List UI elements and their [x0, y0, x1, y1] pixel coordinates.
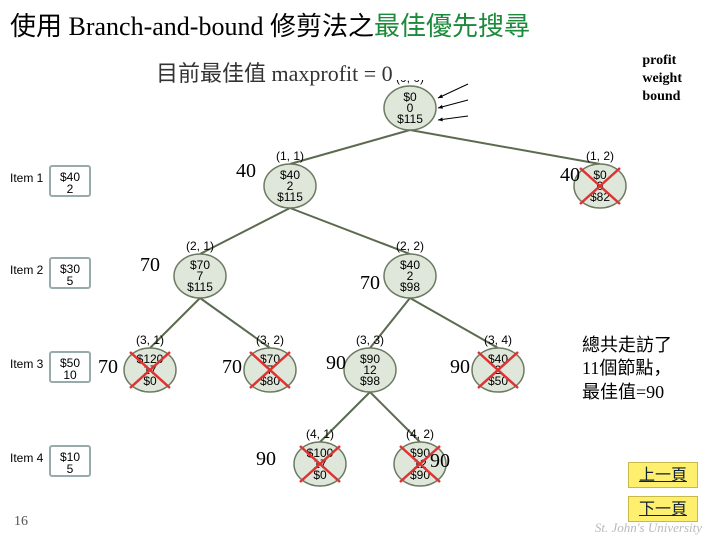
title-green: 最佳優先搜尋	[374, 12, 530, 41]
branch-bound-tree: Item 1$402Item 2$305Item 3$5010Item 4$10…	[10, 80, 710, 510]
overlay-value: 70	[222, 356, 242, 379]
svg-text:(4, 2): (4, 2)	[406, 427, 434, 441]
page-title: 使用 Branch-and-bound 修剪法之最佳優先搜尋	[10, 6, 530, 43]
next-button[interactable]: 下一頁	[628, 496, 698, 522]
overlay-value: 70	[360, 272, 380, 295]
overlay-value: 40	[560, 164, 580, 187]
note-l2: 11個節點，	[582, 357, 704, 380]
footer-brand: St. John's University	[595, 520, 702, 536]
overlay-value: 90	[256, 448, 276, 471]
svg-text:Item 3: Item 3	[10, 357, 44, 371]
svg-text:(3, 3): (3, 3)	[356, 333, 384, 347]
svg-text:$115: $115	[187, 280, 213, 294]
svg-text:10: 10	[63, 368, 77, 382]
svg-text:(2, 1): (2, 1)	[186, 239, 214, 253]
page-number: 16	[14, 514, 28, 530]
svg-text:5: 5	[67, 274, 74, 288]
summary-note: 總共走訪了 11個節點， 最佳值=90	[582, 334, 704, 404]
svg-text:(2, 2): (2, 2)	[396, 239, 424, 253]
tree-node: (3, 4)$402$50	[472, 333, 524, 392]
tree-node: (2, 1)$707$115	[174, 239, 226, 298]
note-l3: 最佳值=90	[582, 381, 704, 404]
svg-text:(3, 1): (3, 1)	[136, 333, 164, 347]
overlay-value: 70	[140, 254, 160, 277]
svg-text:(0, 0): (0, 0)	[396, 80, 424, 85]
svg-text:5: 5	[67, 462, 74, 476]
tree-node: (1, 2)$00$82	[574, 149, 626, 208]
overlay-value: 90	[450, 356, 470, 379]
svg-text:$115: $115	[277, 190, 303, 204]
svg-text:$0: $0	[313, 468, 327, 482]
svg-text:(1, 1): (1, 1)	[276, 149, 304, 163]
svg-text:$0: $0	[143, 374, 157, 388]
tree-node: (3, 3)$9012$98	[344, 333, 396, 392]
overlay-value: 70	[98, 356, 118, 379]
title-algo: Branch-and-bound	[69, 12, 270, 41]
tree-node: (4, 1)$10017$0	[294, 427, 346, 486]
overlay-value: 40	[236, 160, 256, 183]
tree-node: (3, 2)$707$80	[244, 333, 296, 392]
svg-text:Item 4: Item 4	[10, 451, 44, 465]
title-mid: 修剪法之	[270, 12, 374, 41]
tree-node: (3, 1)$12017$0	[124, 333, 176, 392]
prev-button[interactable]: 上一頁	[628, 462, 698, 488]
svg-text:$115: $115	[397, 112, 423, 126]
svg-text:(4, 1): (4, 1)	[306, 427, 334, 441]
title-prefix: 使用	[10, 12, 69, 41]
svg-text:$98: $98	[400, 280, 420, 294]
tree-node: (0, 0)$00$115	[384, 80, 436, 130]
svg-text:Item 2: Item 2	[10, 263, 44, 277]
overlay-value: 90	[430, 450, 450, 473]
svg-text:(3, 2): (3, 2)	[256, 333, 284, 347]
svg-text:(1, 2): (1, 2)	[586, 149, 614, 163]
svg-text:(3, 4): (3, 4)	[484, 333, 512, 347]
overlay-value: 90	[326, 352, 346, 375]
label-profit: profit	[642, 52, 682, 70]
svg-text:$98: $98	[360, 374, 380, 388]
svg-text:Item 1: Item 1	[10, 171, 44, 185]
note-l1: 總共走訪了	[582, 334, 704, 357]
svg-text:2: 2	[67, 182, 74, 196]
